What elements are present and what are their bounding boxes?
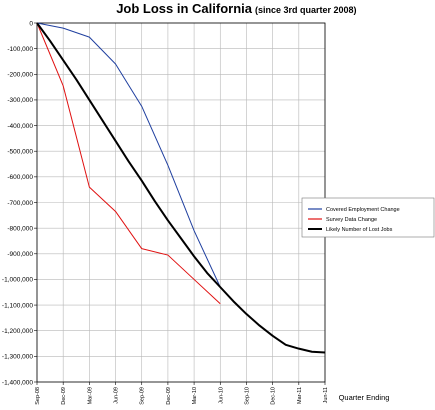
- x-axis: Sep-08 Dec-09 Mar-09 Jun-09 Sep-09 Dec-09 Mar-…: [35, 382, 329, 405]
- chart-title: Job Loss in California: [116, 1, 253, 16]
- x-tick-label: Mar-11: [297, 387, 303, 404]
- y-tick-label: 0: [29, 20, 33, 27]
- y-tick-label: -1,300,000: [2, 354, 33, 361]
- grid: [36, 22, 326, 383]
- x-tick-label: Sep-10: [244, 387, 250, 405]
- x-tick-label: Jun-11: [323, 387, 329, 403]
- y-tick-label: -700,000: [7, 200, 33, 207]
- x-tick-label: Dec-09: [166, 387, 172, 405]
- series-line-survey-data-change: [36, 22, 221, 305]
- y-tick-label: -800,000: [7, 225, 33, 232]
- y-tick-label: -500,000: [7, 149, 33, 156]
- x-axis-label: Quarter Ending: [339, 393, 390, 402]
- y-tick-label: -1,400,000: [2, 379, 33, 386]
- y-tick-label: -1,000,000: [2, 277, 33, 284]
- y-tick-label: -100,000: [7, 46, 33, 53]
- x-tick-label: Sep-09: [140, 387, 146, 405]
- legend-box: [301, 197, 435, 238]
- y-axis: 0 -100,000 -200,000 -300,000 -400,000 -500,00…: [2, 20, 37, 386]
- x-tick-label: Jun-10: [218, 387, 224, 404]
- chart-subtitle: (since 3rd quarter 2008): [255, 5, 357, 15]
- y-tick-label: -1,200,000: [2, 328, 33, 335]
- legend-label-likely: Likely Number of Lost Jobs: [326, 227, 393, 233]
- series-line-covered-employment-change: [36, 22, 221, 288]
- y-tick-label: -900,000: [7, 251, 33, 258]
- legend-label-covered: Covered Employment Change: [326, 207, 400, 213]
- y-tick-label: -300,000: [7, 97, 33, 104]
- series-line-likely-number-of-lost-jobs: [36, 22, 326, 354]
- series-group: [36, 22, 326, 354]
- x-tick-label: Dec-09: [61, 387, 67, 405]
- x-tick-label: Mar-10: [192, 387, 198, 404]
- y-tick-label: -200,000: [7, 72, 33, 79]
- legend: Covered Employment Change Survey Data Ch…: [301, 197, 435, 238]
- y-tick-label: -1,100,000: [2, 302, 33, 309]
- legend-label-survey: Survey Data Change: [326, 217, 377, 223]
- x-tick-label: Mar-09: [87, 387, 93, 404]
- x-tick-label: Sep-08: [35, 387, 41, 405]
- y-tick-label: -400,000: [7, 123, 33, 130]
- x-tick-label: Dec-10: [271, 387, 277, 405]
- x-tick-label: Jun-09: [114, 387, 120, 404]
- y-tick-label: -600,000: [7, 174, 33, 181]
